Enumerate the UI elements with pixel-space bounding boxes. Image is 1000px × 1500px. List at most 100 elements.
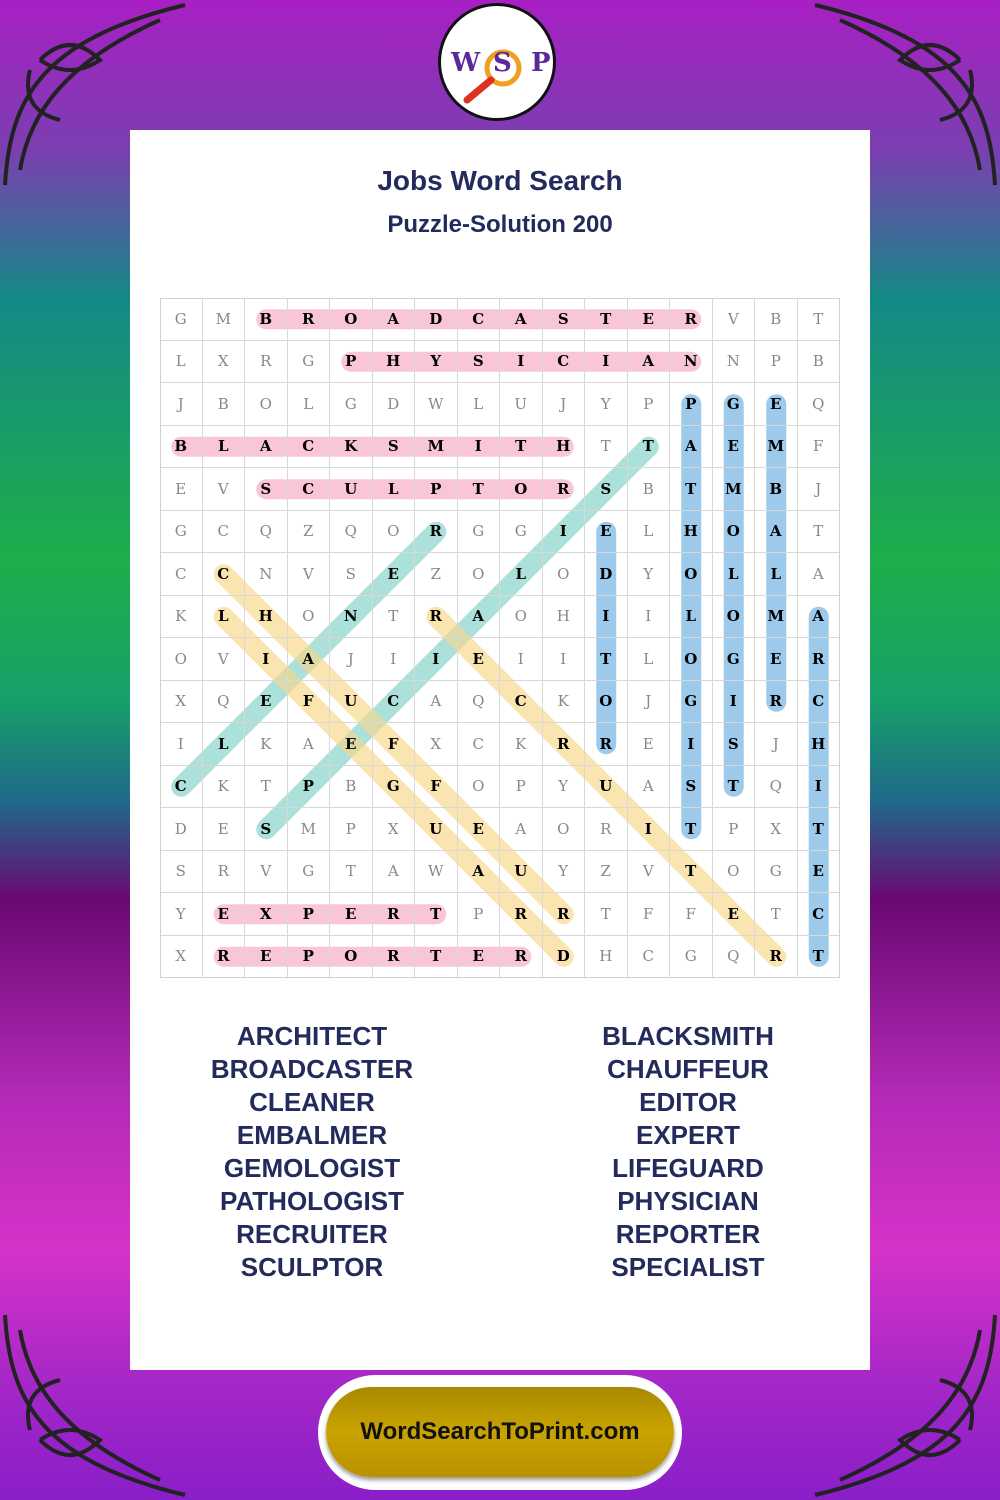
grid-cell[interactable]: H [245, 595, 288, 638]
grid-cell[interactable]: I [160, 723, 203, 766]
grid-cell[interactable]: U [500, 850, 543, 893]
grid-cell[interactable]: P [755, 340, 798, 383]
grid-cell[interactable]: F [670, 893, 713, 936]
grid-cell[interactable]: S [457, 340, 500, 383]
grid-cell[interactable]: R [287, 298, 330, 341]
grid-cell[interactable]: G [712, 638, 755, 681]
grid-cell[interactable]: X [415, 723, 458, 766]
grid-cell[interactable]: V [712, 298, 755, 341]
grid-cell[interactable]: T [797, 298, 840, 341]
grid-cell[interactable]: B [755, 298, 798, 341]
grid-cell[interactable]: X [202, 340, 245, 383]
grid-cell[interactable]: E [202, 808, 245, 851]
grid-cell[interactable]: R [415, 510, 458, 553]
grid-cell[interactable]: M [287, 808, 330, 851]
grid-cell[interactable]: G [160, 298, 203, 341]
grid-cell[interactable]: I [585, 340, 628, 383]
grid-cell[interactable]: R [500, 893, 543, 936]
grid-cell[interactable]: O [457, 553, 500, 596]
grid-cell[interactable]: C [160, 553, 203, 596]
grid-cell[interactable]: W [415, 850, 458, 893]
grid-cell[interactable]: U [585, 765, 628, 808]
grid-cell[interactable]: A [372, 298, 415, 341]
grid-cell[interactable]: I [585, 595, 628, 638]
grid-cell[interactable]: V [202, 638, 245, 681]
grid-cell[interactable]: T [670, 850, 713, 893]
grid-cell[interactable]: J [627, 680, 670, 723]
grid-cell[interactable]: A [670, 425, 713, 468]
grid-cell[interactable]: J [330, 638, 373, 681]
grid-cell[interactable]: P [670, 383, 713, 426]
grid-cell[interactable]: U [330, 468, 373, 511]
grid-cell[interactable]: B [755, 468, 798, 511]
grid-cell[interactable]: L [202, 425, 245, 468]
grid-cell[interactable]: I [627, 595, 670, 638]
grid-cell[interactable]: P [457, 893, 500, 936]
grid-cell[interactable]: L [670, 595, 713, 638]
grid-cell[interactable]: M [712, 468, 755, 511]
grid-cell[interactable]: R [585, 723, 628, 766]
grid-cell[interactable]: Y [627, 553, 670, 596]
grid-cell[interactable]: I [415, 638, 458, 681]
grid-cell[interactable]: P [627, 383, 670, 426]
grid-cell[interactable]: R [585, 808, 628, 851]
grid-cell[interactable]: H [797, 723, 840, 766]
grid-cell[interactable]: E [372, 553, 415, 596]
grid-cell[interactable]: L [457, 383, 500, 426]
grid-cell[interactable]: L [627, 510, 670, 553]
grid-cell[interactable]: G [287, 850, 330, 893]
grid-cell[interactable]: T [797, 510, 840, 553]
grid-cell[interactable]: T [415, 935, 458, 978]
grid-cell[interactable]: X [245, 893, 288, 936]
grid-cell[interactable]: N [712, 340, 755, 383]
grid-cell[interactable]: C [202, 510, 245, 553]
grid-cell[interactable]: V [627, 850, 670, 893]
grid-cell[interactable]: O [245, 383, 288, 426]
grid-cell[interactable]: I [627, 808, 670, 851]
grid-cell[interactable]: H [585, 935, 628, 978]
grid-cell[interactable]: B [160, 425, 203, 468]
grid-cell[interactable]: D [415, 298, 458, 341]
grid-cell[interactable]: R [542, 468, 585, 511]
grid-cell[interactable]: T [330, 850, 373, 893]
grid-cell[interactable]: T [712, 765, 755, 808]
grid-cell[interactable]: G [670, 935, 713, 978]
grid-cell[interactable]: F [797, 425, 840, 468]
grid-cell[interactable]: G [670, 680, 713, 723]
grid-cell[interactable]: H [372, 340, 415, 383]
grid-cell[interactable]: P [287, 893, 330, 936]
grid-cell[interactable]: T [627, 425, 670, 468]
grid-cell[interactable]: A [245, 425, 288, 468]
grid-cell[interactable]: G [160, 510, 203, 553]
grid-cell[interactable]: E [755, 638, 798, 681]
grid-cell[interactable]: B [245, 298, 288, 341]
grid-cell[interactable]: T [585, 893, 628, 936]
grid-cell[interactable]: R [755, 935, 798, 978]
grid-cell[interactable]: Q [457, 680, 500, 723]
grid-cell[interactable]: R [797, 638, 840, 681]
grid-cell[interactable]: P [287, 765, 330, 808]
grid-cell[interactable]: Y [415, 340, 458, 383]
grid-cell[interactable]: B [330, 765, 373, 808]
grid-cell[interactable]: S [712, 723, 755, 766]
grid-cell[interactable]: E [585, 510, 628, 553]
grid-cell[interactable]: S [160, 850, 203, 893]
grid-cell[interactable]: O [500, 595, 543, 638]
grid-cell[interactable]: E [457, 935, 500, 978]
grid-cell[interactable]: T [585, 425, 628, 468]
grid-cell[interactable]: E [627, 298, 670, 341]
grid-cell[interactable]: A [755, 510, 798, 553]
grid-cell[interactable]: C [457, 298, 500, 341]
grid-cell[interactable]: S [670, 765, 713, 808]
grid-cell[interactable]: J [160, 383, 203, 426]
grid-cell[interactable]: T [585, 298, 628, 341]
grid-cell[interactable]: X [160, 680, 203, 723]
grid-cell[interactable]: E [797, 850, 840, 893]
grid-cell[interactable]: I [500, 340, 543, 383]
grid-cell[interactable]: C [627, 935, 670, 978]
grid-cell[interactable]: V [202, 468, 245, 511]
grid-cell[interactable]: O [542, 808, 585, 851]
grid-cell[interactable]: X [372, 808, 415, 851]
grid-cell[interactable]: T [670, 808, 713, 851]
grid-cell[interactable]: K [202, 765, 245, 808]
